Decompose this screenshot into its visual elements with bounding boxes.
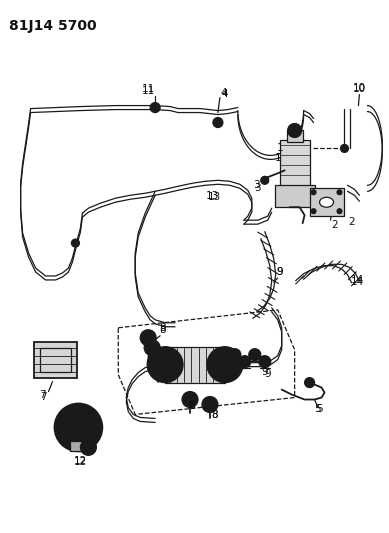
- Bar: [287, 131, 303, 142]
- Bar: [310, 188, 345, 216]
- Circle shape: [148, 350, 164, 366]
- Text: 13: 13: [208, 192, 222, 202]
- Text: 8: 8: [159, 325, 165, 335]
- Circle shape: [259, 356, 271, 368]
- Bar: [70, 441, 86, 451]
- Text: 3: 3: [254, 180, 260, 190]
- Circle shape: [213, 118, 223, 127]
- Circle shape: [202, 397, 218, 413]
- Circle shape: [82, 448, 86, 453]
- Circle shape: [311, 209, 316, 214]
- Text: 7: 7: [39, 390, 46, 400]
- Text: 13: 13: [206, 191, 219, 201]
- Text: 9: 9: [265, 369, 271, 378]
- Circle shape: [150, 102, 160, 112]
- Circle shape: [140, 330, 156, 346]
- Text: 5: 5: [314, 405, 321, 415]
- Text: 9: 9: [276, 267, 283, 277]
- Text: 12: 12: [74, 456, 87, 466]
- Text: 5: 5: [316, 405, 323, 415]
- Circle shape: [63, 411, 95, 443]
- Circle shape: [239, 356, 251, 368]
- Text: 11: 11: [142, 86, 155, 95]
- Circle shape: [91, 446, 95, 449]
- Text: 6: 6: [189, 400, 195, 410]
- Circle shape: [337, 209, 342, 214]
- Text: 7: 7: [40, 392, 47, 401]
- Circle shape: [150, 360, 166, 376]
- Bar: [275, 185, 315, 207]
- Text: 14: 14: [351, 275, 364, 285]
- Circle shape: [337, 190, 342, 195]
- Bar: [280, 141, 310, 190]
- Text: 9: 9: [276, 267, 283, 277]
- Circle shape: [82, 442, 86, 447]
- Text: 81J14 5700: 81J14 5700: [9, 19, 96, 33]
- Circle shape: [81, 439, 96, 455]
- Text: 8: 8: [212, 410, 218, 421]
- Bar: [40, 348, 72, 372]
- Text: 9: 9: [261, 367, 268, 377]
- Circle shape: [147, 346, 183, 383]
- Text: 4: 4: [221, 87, 227, 98]
- Bar: [33, 342, 77, 377]
- Circle shape: [229, 349, 241, 361]
- Circle shape: [182, 392, 198, 408]
- Text: 12: 12: [74, 457, 87, 467]
- Circle shape: [88, 441, 92, 445]
- Circle shape: [288, 124, 301, 138]
- Circle shape: [72, 239, 79, 247]
- Circle shape: [261, 176, 269, 184]
- Text: 2: 2: [331, 220, 338, 230]
- Text: 4: 4: [222, 88, 228, 99]
- Circle shape: [249, 349, 261, 361]
- Text: 6: 6: [189, 400, 195, 409]
- Text: 1: 1: [276, 143, 283, 154]
- Text: 8: 8: [212, 410, 218, 421]
- Text: 10: 10: [353, 84, 366, 94]
- Circle shape: [54, 403, 102, 451]
- Ellipse shape: [319, 197, 333, 207]
- Circle shape: [207, 346, 243, 383]
- Text: 8: 8: [159, 323, 165, 333]
- Circle shape: [88, 450, 92, 454]
- Circle shape: [305, 377, 315, 387]
- Bar: [165, 346, 225, 383]
- Text: 10: 10: [353, 83, 366, 93]
- Text: 3: 3: [254, 183, 261, 193]
- Text: 14: 14: [351, 277, 364, 287]
- Text: 11: 11: [142, 84, 155, 94]
- Text: 1: 1: [274, 154, 281, 164]
- Text: 2: 2: [348, 217, 355, 227]
- Circle shape: [144, 340, 160, 356]
- Circle shape: [340, 144, 349, 152]
- Circle shape: [311, 190, 316, 195]
